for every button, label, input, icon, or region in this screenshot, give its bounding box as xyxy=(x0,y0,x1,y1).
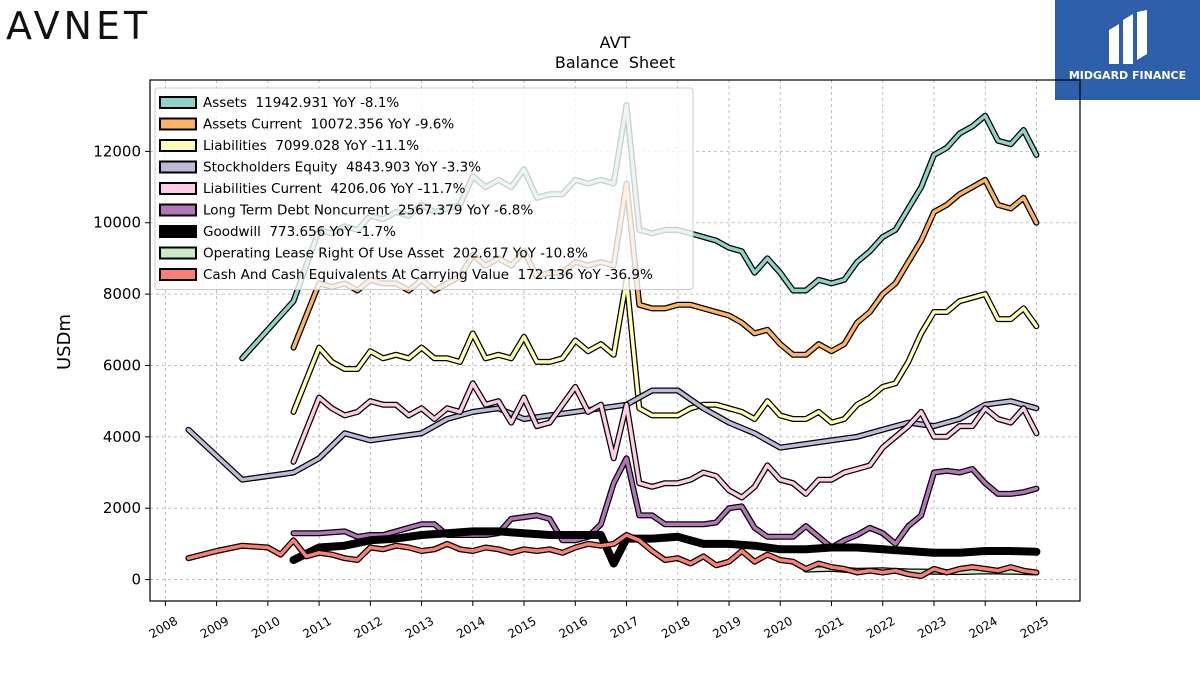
series-line-3 xyxy=(186,388,1039,482)
chart-subtitle: Balance Sheet xyxy=(555,53,675,72)
legend-label-3: Stockholders Equity 4843.903 YoY -3.3% xyxy=(203,160,481,176)
plot-frame xyxy=(149,79,1081,602)
x-tick-label: 2016 xyxy=(557,614,590,641)
legend-label-6: Goodwill 773.656 YoY -1.7% xyxy=(203,224,396,240)
legend-swatch-0 xyxy=(159,96,197,109)
x-tick-label: 2008 xyxy=(147,614,180,641)
x-tick-label: 2010 xyxy=(249,614,282,641)
y-tick-label: 10000 xyxy=(93,214,141,232)
x-tick-label: 2017 xyxy=(608,614,641,641)
series-line-4 xyxy=(291,381,1039,500)
legend-label-5: Long Term Debt Noncurrent 2567.379 YoY -… xyxy=(203,203,533,219)
x-tick-label: 2018 xyxy=(659,614,692,641)
legend-swatch-8 xyxy=(159,268,197,281)
series-outline-2 xyxy=(290,276,1040,426)
y-tick-label: 2000 xyxy=(103,499,141,517)
series-line-8 xyxy=(186,533,1039,578)
y-tick-label: 12000 xyxy=(93,142,141,160)
legend-label-2: Liabilities 7099.028 YoY -11.1% xyxy=(203,138,419,154)
chart-title: AVT xyxy=(600,33,631,52)
x-tick-label: 2019 xyxy=(710,614,743,641)
legend-swatch-5 xyxy=(159,203,197,217)
legend-label-8: Cash And Cash Equivalents At Carrying Va… xyxy=(203,267,653,283)
series-outline-6 xyxy=(289,527,1041,568)
legend-box xyxy=(154,87,694,290)
y-tick-label: 6000 xyxy=(103,356,141,374)
x-tick-label: 2023 xyxy=(915,614,948,641)
series-line-2 xyxy=(291,278,1039,425)
legend-swatch-1 xyxy=(159,117,197,131)
legend-swatch-7 xyxy=(159,246,197,260)
x-tick-label: 2025 xyxy=(1018,614,1051,641)
x-tick-label: 2020 xyxy=(762,614,795,641)
x-tick-label: 2021 xyxy=(813,614,846,641)
x-tick-label: 2009 xyxy=(198,614,231,641)
legend-label-0: Assets 11942.931 YoY -8.1% xyxy=(203,95,399,111)
y-axis-label: USDm xyxy=(54,314,75,370)
y-tick-label: 8000 xyxy=(103,285,141,303)
y-tick-label: 4000 xyxy=(103,428,141,446)
midgard-finance-wordmark: MIDGARD FINANCE xyxy=(1068,69,1187,82)
legend-swatch-4 xyxy=(159,182,197,195)
x-tick-label: 2024 xyxy=(966,614,999,641)
x-tick-label: 2012 xyxy=(352,614,385,641)
midgard-finance-logo: MIDGARD FINANCE xyxy=(1055,0,1200,100)
legend-swatch-6 xyxy=(159,225,197,238)
legend-swatch-3 xyxy=(159,160,197,174)
legend-swatch-2 xyxy=(159,139,197,152)
x-tick-label: 2022 xyxy=(864,614,897,641)
series-line-5 xyxy=(291,456,1039,550)
series-outline-4 xyxy=(290,380,1040,501)
x-tick-label: 2014 xyxy=(454,614,487,641)
legend-label-7: Operating Lease Right Of Use Asset 202.6… xyxy=(203,246,588,262)
avnet-logo: AVNET xyxy=(6,4,152,48)
x-tick-label: 2013 xyxy=(403,614,436,641)
y-tick-label: 0 xyxy=(131,571,141,589)
legend-label-1: Assets Current 10072.356 YoY -9.6% xyxy=(203,117,454,133)
x-tick-label: 2011 xyxy=(300,614,333,641)
legend-label-4: Liabilities Current 4206.06 YoY -11.7% xyxy=(203,181,466,197)
midgard-mark-icon xyxy=(1109,10,1147,64)
x-tick-label: 2015 xyxy=(505,614,538,641)
